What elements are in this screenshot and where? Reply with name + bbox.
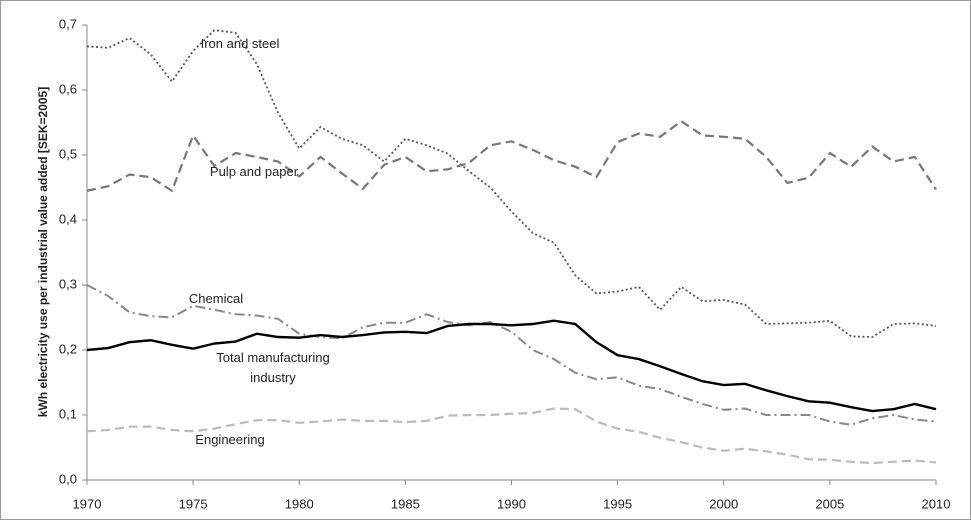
y-tick-label: 0,1 <box>59 406 77 421</box>
y-tick-label: 0,2 <box>59 341 77 356</box>
y-tick-label: 0,4 <box>59 211 77 226</box>
series-label: Engineering <box>195 432 265 447</box>
series-label: Total manufacturing industry <box>216 350 330 385</box>
series-label: Chemical <box>188 291 244 306</box>
x-tick-label: 2005 <box>815 496 844 511</box>
x-tick-label: 1975 <box>179 496 208 511</box>
series-line <box>86 319 937 413</box>
y-tick-label: 0,7 <box>59 16 77 31</box>
y-tick-label: 0,3 <box>59 276 77 291</box>
x-tick-label: 1970 <box>73 496 102 511</box>
x-tick-label: 2010 <box>922 496 951 511</box>
series-label: Iron and steel <box>200 36 280 51</box>
series-label: Pulp and paper <box>209 164 299 179</box>
x-tick-label: 1980 <box>285 496 314 511</box>
y-tick-label: 0,5 <box>59 146 77 161</box>
y-tick-label: 0,0 <box>59 471 77 486</box>
series-line <box>86 407 937 465</box>
y-axis-label: kWh electricity use per industrial value… <box>36 87 50 417</box>
x-tick-label: 1995 <box>603 496 632 511</box>
x-tick-label: 1985 <box>391 496 420 511</box>
x-tick-label: 1990 <box>497 496 526 511</box>
series-line <box>86 119 937 193</box>
y-tick-label: 0,6 <box>59 81 77 96</box>
x-tick-label: 2000 <box>709 496 738 511</box>
